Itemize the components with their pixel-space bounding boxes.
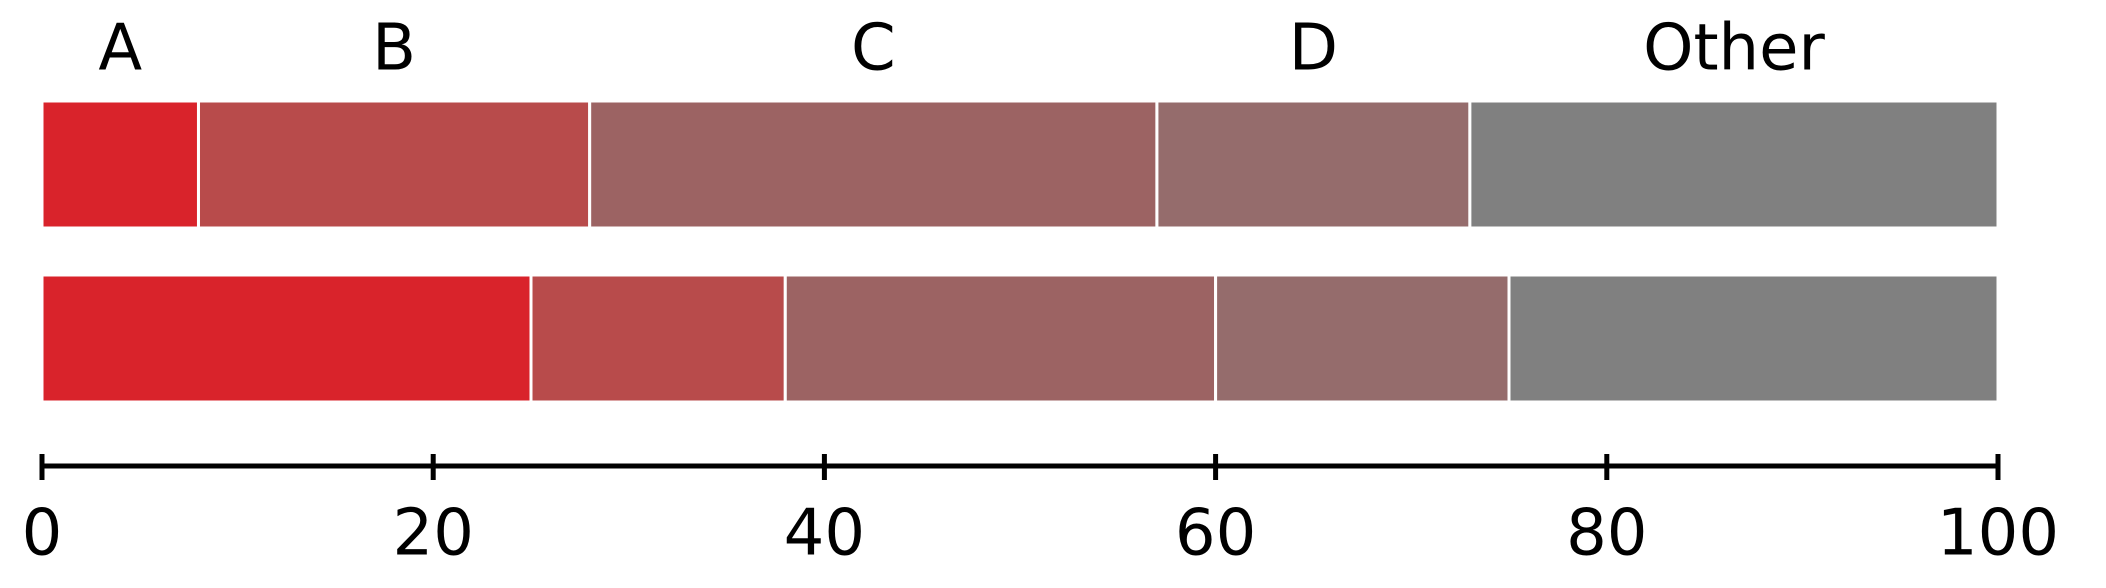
bar-segment (588, 99, 1159, 230)
bar-segment (1507, 273, 2000, 404)
x-tick-label: 40 (784, 497, 865, 571)
segment-label: D (1289, 12, 1338, 86)
bar-segment (529, 273, 787, 404)
segment-label: B (372, 12, 416, 86)
segment-label: Other (1643, 12, 1825, 86)
bar-segment (1468, 99, 2000, 230)
bar-segment (40, 99, 200, 230)
bar-segment (1214, 273, 1511, 404)
x-tick-label: 100 (1937, 497, 2059, 571)
segment-label: A (98, 12, 142, 86)
x-tick-label: 60 (1175, 497, 1256, 571)
segment-label: C (851, 12, 896, 86)
bar-segment (196, 99, 592, 230)
x-tick-label: 0 (22, 497, 63, 571)
x-tick-label: 20 (392, 497, 473, 571)
bar-segment (40, 273, 533, 404)
bar-segment (783, 273, 1218, 404)
x-tick-label: 80 (1566, 497, 1647, 571)
bar-segment (1155, 99, 1472, 230)
